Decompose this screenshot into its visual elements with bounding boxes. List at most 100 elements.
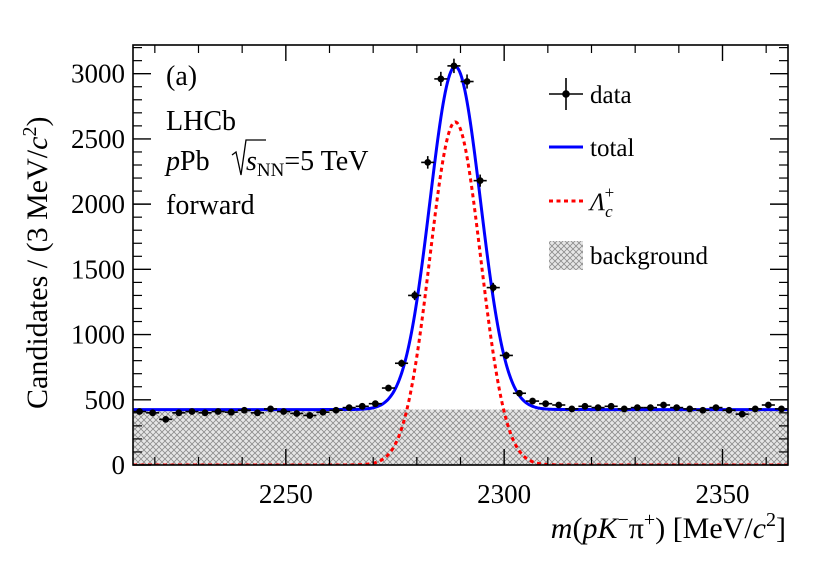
data-point [552, 401, 566, 409]
data-point-marker [280, 408, 288, 415]
data-point [355, 402, 369, 410]
data-point [486, 282, 500, 293]
data-point-marker [398, 359, 405, 367]
data-point-marker [502, 352, 510, 359]
y-tick-label: 500 [85, 385, 126, 415]
data-point [591, 404, 605, 412]
legend: data total Λc+ background [549, 78, 709, 270]
data-point-marker [214, 408, 222, 415]
x-title-K-charge: − [617, 509, 628, 531]
x-tick-label: 2250 [259, 479, 313, 509]
axis-tick-labels: 2250 2300 2350 0 500 1000 1500 2000 2500 3000 [71, 59, 750, 509]
data-point-marker [489, 284, 497, 292]
data-point-marker [293, 410, 301, 417]
y-axis-title: Candidates / (3 MeV/c2) [19, 117, 54, 409]
data-point-marker [201, 409, 209, 417]
x-title-c: c [753, 512, 766, 545]
panel-label: (a) [166, 61, 197, 92]
y-tick-label: 1500 [71, 254, 125, 284]
data-point-marker [358, 402, 366, 410]
data-point [342, 404, 356, 412]
data-point-marker [227, 408, 235, 416]
data-point [185, 408, 199, 415]
data-points-layer [133, 58, 788, 423]
x-title-p: p [580, 512, 597, 545]
data-point-marker [254, 409, 261, 417]
data-point-marker [411, 292, 419, 299]
data-point-marker [633, 404, 641, 412]
signal-curve [133, 120, 788, 465]
y-tick-label: 0 [112, 450, 126, 480]
collision-system-label: pPb sNN=5 TeV [164, 139, 368, 181]
data-point [643, 404, 657, 412]
data-point-marker [319, 408, 327, 416]
data-point [316, 408, 330, 416]
data-point [395, 359, 409, 367]
data-point-marker [424, 158, 432, 166]
data-point-marker [516, 389, 523, 397]
data-point-marker [699, 406, 707, 414]
data-point [526, 397, 540, 405]
data-point-marker [764, 401, 772, 409]
legend-total-label: total [590, 135, 634, 162]
data-point-marker [240, 406, 248, 414]
data-point-marker [581, 402, 589, 410]
background-area [133, 409, 788, 465]
y-axis-title-exp: 2 [19, 127, 41, 137]
x-tick-label: 2300 [477, 479, 531, 509]
x-title-pi-charge: + [644, 509, 655, 531]
data-point-marker [673, 404, 681, 412]
data-point [696, 406, 710, 414]
data-point [146, 409, 160, 417]
data-point [499, 351, 513, 360]
y-axis-title-close: ) [21, 117, 54, 127]
data-point-marker [555, 401, 563, 409]
data-point [447, 58, 461, 74]
data-point [748, 405, 762, 413]
data-point [303, 412, 317, 419]
data-point-marker [620, 405, 628, 413]
data-point [617, 405, 631, 413]
data-point-marker [162, 415, 170, 423]
data-point-marker [371, 400, 379, 408]
data-point-marker [647, 404, 654, 412]
y-tick-label: 3000 [71, 59, 125, 89]
data-point [277, 408, 291, 415]
data-point [237, 406, 251, 414]
data-point [761, 401, 775, 409]
data-point [264, 405, 278, 413]
data-point [565, 405, 579, 413]
data-point-marker [306, 412, 314, 419]
data-point [539, 400, 553, 408]
y-tick-label: 1000 [71, 320, 125, 350]
data-point [473, 174, 487, 187]
data-point-marker [385, 384, 392, 392]
x-title-exp: 2 [766, 509, 776, 531]
data-point-marker [778, 405, 785, 413]
background-area-layer [133, 409, 788, 465]
legend-data-marker [549, 78, 583, 110]
x-title-unit-close: ] [776, 512, 786, 545]
data-point-marker [188, 408, 196, 415]
data-point [735, 410, 749, 418]
data-point [460, 74, 474, 89]
energy-value: =5 TeV [284, 146, 368, 177]
data-point [604, 402, 618, 410]
lambda-subscript: c [605, 202, 613, 221]
legend-background-swatch [549, 241, 583, 270]
data-point-marker [450, 62, 458, 70]
y-axis-title-main: Candidates / (3 MeV/ [21, 149, 54, 409]
data-point [211, 408, 225, 415]
data-point [630, 404, 644, 412]
data-point [329, 406, 343, 414]
experiment-label: LHCb [166, 106, 236, 137]
data-point-marker [660, 401, 667, 409]
data-point [198, 409, 212, 417]
data-point [381, 384, 395, 392]
x-title-unit-open: [MeV/ [665, 512, 753, 545]
data-point-marker [568, 405, 576, 413]
data-point [408, 290, 422, 301]
data-point [250, 409, 264, 417]
x-tick-label: 2350 [696, 479, 750, 509]
data-point [421, 156, 435, 169]
